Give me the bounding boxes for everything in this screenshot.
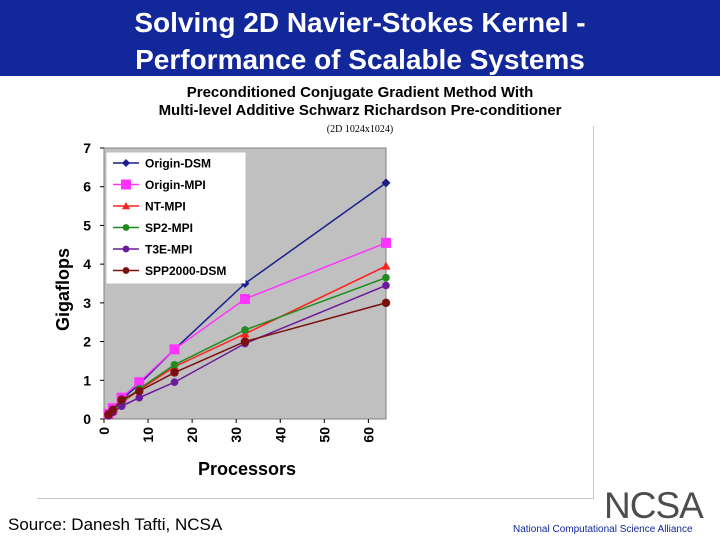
y-tick-label-3: 3 (83, 295, 91, 311)
chart-note: (2D 1024x1024) (326, 124, 394, 135)
legend-swatch-marker-5 (122, 267, 130, 274)
y-tick-label-5: 5 (83, 217, 91, 233)
subtitle-line2: Multi-level Additive Schwarz Richardson … (158, 102, 562, 119)
data-point-s0-6 (381, 178, 391, 188)
x-tick-label-3: 30 (228, 427, 244, 443)
legend-label-1: Origin-MPI (145, 178, 206, 192)
legend-label-0: Origin-DSM (145, 157, 211, 171)
legend-label-5: SPP2000-DSM (145, 264, 226, 278)
title-bar: Solving 2D Navier-Stokes Kernel - Perfor… (0, 0, 720, 76)
legend-box (106, 152, 246, 284)
data-point-s1-5 (240, 293, 250, 304)
x-tick-label-4: 40 (272, 427, 288, 443)
data-point-s4-6 (382, 281, 390, 290)
data-point-s5-2 (117, 395, 126, 404)
data-point-s3-4 (170, 360, 179, 369)
x-tick-label-6: 60 (360, 427, 376, 443)
ncsa-logo: NCSA (604, 485, 704, 526)
y-tick-label-6: 6 (83, 179, 91, 195)
y-tick-label-0: 0 (83, 411, 91, 427)
data-point-s5-1 (108, 405, 118, 414)
data-point-s4-4 (170, 378, 179, 387)
slide-title-line1: Solving 2D Navier-Stokes Kernel - (134, 7, 586, 38)
legend-label-4: T3E-MPI (145, 243, 192, 257)
y-tick-label-1: 1 (83, 372, 91, 388)
y-tick-label-2: 2 (83, 334, 91, 350)
data-point-s4-2 (117, 402, 126, 411)
x-tick-label-2: 20 (184, 427, 200, 443)
slide-title-line2: Performance of Scalable Systems (135, 44, 585, 75)
x-tick-label-1: 10 (140, 427, 156, 443)
chart-frame: 0 1 2 3 4 5 6 7 0 10 20 30 40 50 60 Processors Gigaflops… (37, 126, 594, 499)
y-tick-label-4: 4 (83, 256, 91, 272)
x-tick-label-0: 0 (96, 427, 112, 435)
x-axis-title: Processors (198, 459, 296, 479)
data-point-s5-4 (170, 368, 179, 377)
data-point-s1-4 (169, 344, 180, 355)
data-point-s5-6 (381, 298, 391, 308)
data-point-s1-6 (381, 237, 391, 248)
legend-swatch-marker-0 (122, 159, 130, 167)
legend-swatch-marker-4 (122, 245, 130, 253)
legend-swatch-marker-1 (121, 179, 131, 190)
y-tick-label-7: 7 (83, 140, 91, 156)
data-point-s3-5 (241, 326, 249, 334)
subtitle-line1: Preconditioned Conjugate Gradient Method… (186, 84, 534, 101)
data-point-s1-3 (134, 377, 145, 388)
x-tick-label-5: 50 (316, 427, 332, 443)
legend-swatch-marker-2 (122, 202, 130, 210)
source-credit: Source: Danesh Tafti, NCSA (8, 515, 223, 534)
legend-label-3: SP2-MPI (145, 221, 193, 235)
data-point-s3-6 (382, 273, 390, 282)
y-axis-title: Gigaflops (53, 248, 73, 331)
data-point-s2-6 (381, 261, 391, 270)
legend-swatch-marker-3 (122, 224, 130, 231)
data-point-s5-5 (240, 337, 250, 346)
legend-label-2: NT-MPI (145, 200, 186, 214)
performance-chart: 0 1 2 3 4 5 6 7 0 10 20 30 40 50 60 Processors Gigaflops… (53, 140, 391, 479)
data-point-s5-3 (135, 386, 144, 396)
data-point-s4-3 (135, 393, 144, 402)
ncsa-logo-subtitle: National Computational Science Alliance (513, 524, 693, 535)
